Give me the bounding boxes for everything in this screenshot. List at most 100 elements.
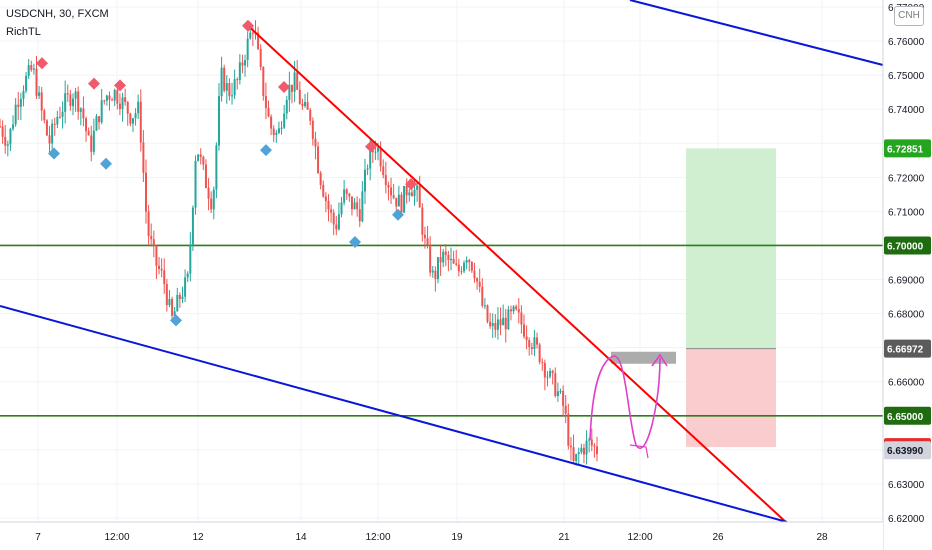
time-tick-label: 12 [192,532,204,543]
candle-body [528,340,531,348]
candle-body [358,209,361,222]
price-label-text: 6.66972 [887,345,924,356]
candle-body [38,92,41,96]
candle-body [1,126,4,137]
time-tick-label: 14 [295,532,307,543]
candle-body [87,131,90,136]
candle-body [496,319,499,330]
candle-body [366,168,369,170]
candle-body [113,89,116,101]
candle-body [429,245,432,273]
candle-body [85,118,88,132]
candle-body [108,95,111,100]
candle-body [61,111,64,117]
candle-body [559,390,562,392]
candle-body [231,95,234,97]
candle-body [577,452,580,455]
candle-body [569,445,572,448]
candle-body [202,156,205,165]
support-levels [0,244,883,417]
swing-high-marker [242,19,254,32]
candle-body [199,154,202,157]
candle-body [348,193,351,197]
candle-body [564,405,567,414]
swing-high-marker [278,81,290,94]
candle-body [523,324,526,337]
candle-body [585,440,588,455]
candle-body [517,309,520,313]
candle-body [324,196,327,202]
candle-body [356,202,359,210]
candle-body [22,90,25,99]
candle-body [64,93,67,112]
candle-body [296,72,299,90]
candle-body [280,127,283,129]
candle-body [418,185,421,208]
candle-body [262,66,265,96]
candle-body [285,99,288,114]
candle-body [298,89,301,104]
candle-body [337,214,340,230]
candle-body [264,95,267,108]
candle-body [56,116,59,125]
candle-body [408,192,411,196]
time-tick-label: 7 [35,532,41,543]
price-tick-label: 6.63000 [888,480,925,491]
candle-body [270,116,273,129]
candle-body [582,447,585,455]
candle-body [343,189,346,203]
candle-body [147,211,150,236]
candle-body [45,120,48,136]
candle-body [403,186,406,213]
candle-body [171,298,174,316]
candle-body [311,120,314,139]
study-label: RichTL [6,26,41,38]
candle-body [327,201,330,210]
candle-body [173,311,176,316]
time-tick-label: 12:00 [627,532,652,543]
candle-body [152,239,155,246]
candle-body [400,194,403,213]
price-tick-label: 6.68000 [888,310,925,321]
candle-body [593,445,596,447]
downtrend-line [247,25,788,524]
currency-button[interactable]: CNH [894,6,924,26]
time-tick-label: 12:00 [104,532,129,543]
price-tick-label: 6.72000 [888,173,925,184]
time-tick-label: 19 [451,532,463,543]
candle-body [350,196,353,210]
candle-body [447,255,450,261]
candle-body [562,390,565,406]
candle-body [225,83,228,91]
candle-body [301,103,304,106]
candle-body [588,439,591,441]
candle-body [306,102,309,110]
candle-body [395,197,398,207]
candle-body [421,207,424,235]
candle-body [387,184,390,188]
candle-body [390,187,393,196]
candle-body [189,244,192,274]
candle-body [79,108,82,112]
swing-high-marker [88,77,100,90]
candle-body [204,164,207,188]
candle-body [12,124,15,129]
candle-body [473,270,476,279]
candle-body [543,362,546,378]
candle-body [481,286,484,306]
candle-body [426,238,429,246]
candle-body [572,447,575,462]
candle-body [457,264,460,272]
projection-tick [629,444,649,459]
candle-body [541,361,544,363]
candle-body [450,258,453,261]
candle-body [184,277,187,297]
candle-body [74,91,77,99]
candle-body [283,113,286,128]
candle-body [317,146,320,173]
candle-body [6,144,9,146]
candle-body [30,65,33,70]
candle-body [509,309,512,312]
candle-body [520,312,523,325]
